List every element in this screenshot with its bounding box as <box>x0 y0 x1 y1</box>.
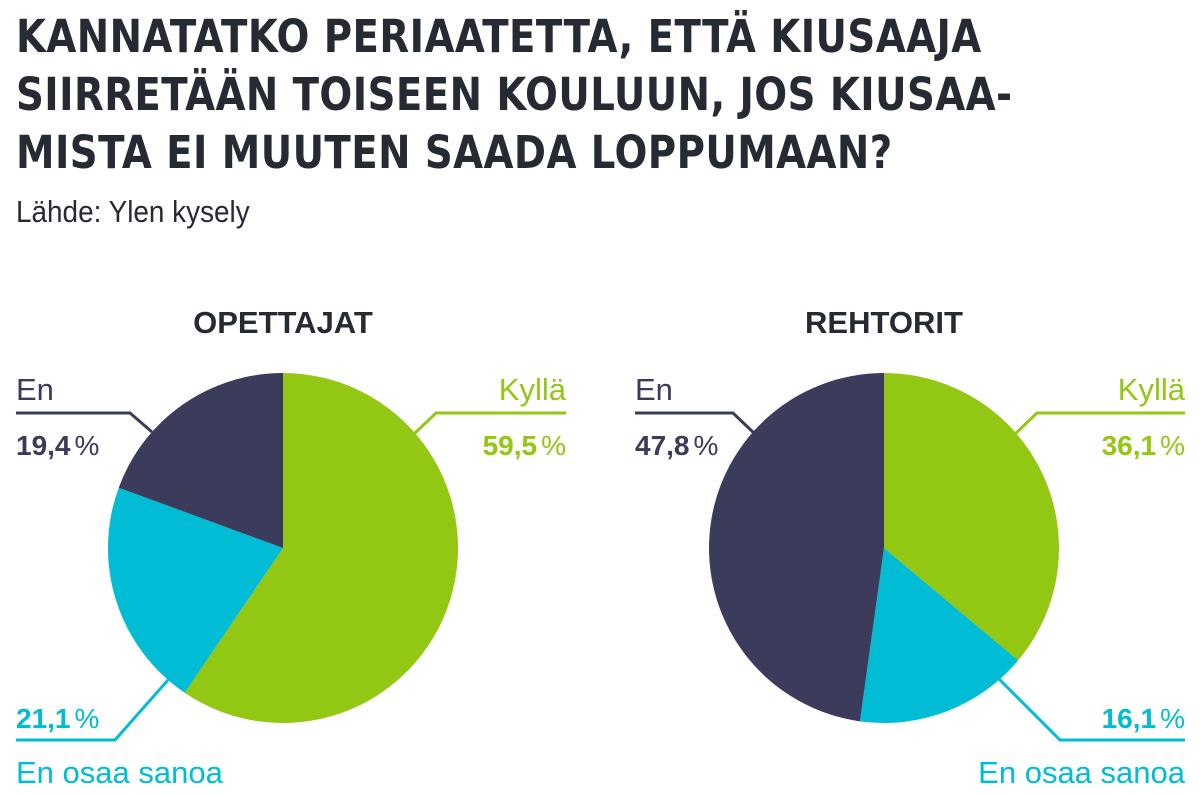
pie-slice-eos <box>108 487 283 693</box>
slice-label-eos: En osaa sanoa <box>978 755 1186 790</box>
slice-value-en: 47,8% <box>635 430 718 461</box>
slice-value-eos: 21,1% <box>16 703 99 734</box>
title-line-1: KANNATATKO PERIAATETTA, ETTÄ KIUSAAJA <box>16 10 982 63</box>
pie-title: REHTORIT <box>805 305 963 340</box>
slice-label-eos: En osaa sanoa <box>16 755 224 790</box>
slice-label-kylla: Kyllä <box>499 372 567 407</box>
slice-value-unit: % <box>75 430 100 461</box>
slice-value-eos: 16,1% <box>1102 703 1185 734</box>
leader-line-kylla <box>1013 411 1185 436</box>
title-line-3: MISTA EI MUUTEN SAADA LOPPUMAAN? <box>16 126 893 179</box>
slice-value-en: 19,4% <box>16 430 99 461</box>
slice-value-unit: % <box>541 430 566 461</box>
slice-value-number: 59,5 <box>483 430 538 461</box>
slice-value-kylla: 36,1% <box>1102 430 1185 461</box>
slice-value-unit: % <box>1160 430 1185 461</box>
slice-label-en: En <box>635 372 673 407</box>
pie-slice-en <box>709 373 884 722</box>
pie-slice-kylla <box>184 373 459 723</box>
pie-chart-2: REHTORIT Kyllä 36,1 % En osaa sanoa 16,1 % En 47… <box>635 305 1186 790</box>
slice-value-number: 19,4 <box>16 430 71 461</box>
slice-label-kylla: Kyllä <box>1118 372 1186 407</box>
slice-value-unit: % <box>694 430 719 461</box>
source-note: Lähde: Ylen kysely <box>16 194 250 229</box>
pie-chart-1: OPETTAJAT Kyllä 59,5 % En osaa sanoa 21,1 % En 1… <box>16 305 567 790</box>
pie-slice-en <box>118 372 283 548</box>
leader-line-eos <box>994 674 1185 742</box>
pie-slice-eos <box>859 548 1019 723</box>
slice-value-unit: % <box>1160 703 1185 734</box>
leader-line-en <box>16 411 153 434</box>
pie-slice-kylla <box>884 373 1060 661</box>
slice-value-number: 47,8 <box>635 430 690 461</box>
slice-value-unit: % <box>75 703 100 734</box>
leader-line-kylla <box>412 411 566 436</box>
pie-title: OPETTAJAT <box>193 305 373 340</box>
leader-line-en <box>635 411 757 436</box>
slice-label-en: En <box>16 372 54 407</box>
leader-line-eos <box>16 679 170 742</box>
slice-value-number: 16,1 <box>1102 703 1157 734</box>
slice-value-kylla: 59,5% <box>483 430 566 461</box>
slice-value-number: 36,1 <box>1102 430 1157 461</box>
slice-value-number: 21,1 <box>16 703 71 734</box>
chart-title: KANNATATKO PERIAATETTA, ETTÄ KIUSAAJA SI… <box>16 8 1022 182</box>
title-line-2: SIIRRETÄÄN TOISEEN KOULUUN, JOS KIUSAA- <box>16 68 1013 121</box>
